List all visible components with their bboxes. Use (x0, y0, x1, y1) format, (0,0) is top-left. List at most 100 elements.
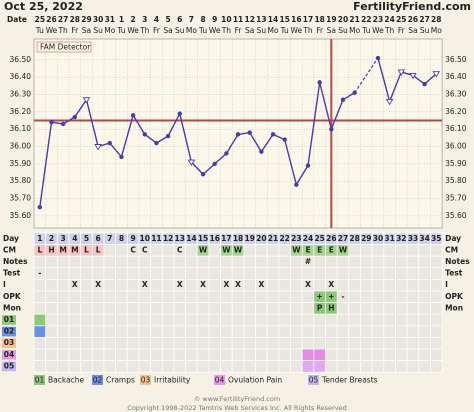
cell (348, 244, 361, 257)
cell (91, 348, 105, 362)
cell (348, 325, 361, 338)
day-number: 17 (221, 234, 231, 243)
cell (406, 302, 420, 315)
cell (68, 348, 82, 362)
y2-tick-label: 35.70 (445, 194, 467, 203)
cell (185, 348, 198, 362)
temp-marker (224, 151, 229, 156)
weekday: Th (221, 26, 232, 35)
day-number: 9 (131, 234, 136, 243)
legend-text: Cramps (106, 376, 135, 385)
cell (325, 325, 338, 338)
temp-marker (212, 161, 217, 167)
cell (243, 313, 256, 327)
cell (336, 278, 350, 292)
cell-text: + (317, 292, 323, 301)
cell (45, 313, 58, 327)
cell (336, 302, 350, 315)
date: 30 (93, 15, 103, 24)
cell (313, 278, 326, 292)
temp-marker (270, 132, 276, 137)
cell (196, 325, 210, 338)
date: 5 (165, 15, 170, 24)
cell (80, 336, 93, 350)
cell (255, 313, 268, 327)
cell-text: W (222, 245, 231, 254)
cell (68, 255, 82, 269)
cell (266, 360, 280, 373)
y-tick-label: 36.00 (10, 142, 32, 151)
weekday: Mo (349, 26, 360, 35)
cell (290, 267, 303, 280)
cell-text: W (199, 245, 208, 254)
day-number: 28 (349, 234, 359, 243)
cell (231, 325, 245, 338)
weekday: Th (384, 26, 395, 35)
y-tick-label: 35.90 (10, 159, 32, 168)
cell-text: X (305, 280, 311, 289)
weekday: Fr (153, 26, 161, 35)
cell (161, 348, 175, 362)
row-label-right: Test (445, 269, 463, 278)
cell (91, 290, 105, 304)
cell (115, 244, 128, 257)
cell (231, 313, 245, 327)
cell-text: X (72, 280, 78, 289)
legend-code: 03 (141, 376, 151, 385)
cell (208, 255, 221, 269)
cell (208, 313, 221, 327)
row-label: 01 (4, 315, 14, 324)
legend-text: Irritability (154, 376, 191, 385)
cell (33, 290, 47, 304)
cell (395, 290, 408, 304)
cell (103, 302, 117, 315)
cell (138, 302, 152, 315)
weekday: Mo (104, 26, 115, 35)
day-number: 30 (373, 234, 383, 243)
cell (161, 244, 175, 257)
cell-fill (46, 245, 57, 256)
cell (336, 360, 350, 373)
cell (150, 244, 163, 257)
day-number: 3 (61, 234, 66, 243)
date: 1 (119, 15, 124, 24)
date: 23 (373, 15, 383, 24)
cell (243, 336, 256, 350)
cell (220, 267, 233, 280)
temp-marker (259, 149, 264, 154)
cell (231, 336, 245, 350)
date: 15 (279, 15, 289, 24)
date: 9 (212, 15, 217, 24)
weekday: We (209, 26, 221, 35)
cell (383, 348, 396, 362)
cell (255, 360, 268, 373)
cell (56, 267, 70, 280)
row-label: CM (3, 245, 16, 254)
cell (301, 302, 315, 315)
cell-text: H (48, 245, 54, 254)
cell (115, 313, 128, 327)
date: 28 (70, 15, 80, 24)
cell (278, 278, 291, 292)
cell (68, 360, 82, 373)
temp-marker-open (432, 71, 441, 78)
day-number: 24 (303, 234, 313, 243)
cell (255, 267, 268, 280)
temp-marker (294, 182, 299, 187)
cell (68, 336, 82, 350)
cell-text: M (59, 245, 66, 254)
cell (278, 290, 291, 304)
weekday: We (127, 26, 139, 35)
day-number: 10 (140, 234, 150, 243)
temp-marker (422, 81, 427, 87)
cell (208, 348, 221, 362)
cell (91, 313, 105, 327)
cell (161, 302, 175, 315)
cell-text: X (142, 280, 148, 289)
cell-fill (314, 245, 326, 256)
cell (231, 290, 245, 304)
cell (115, 360, 128, 373)
weekday: Fr (71, 26, 79, 35)
date: 10 (221, 15, 231, 24)
